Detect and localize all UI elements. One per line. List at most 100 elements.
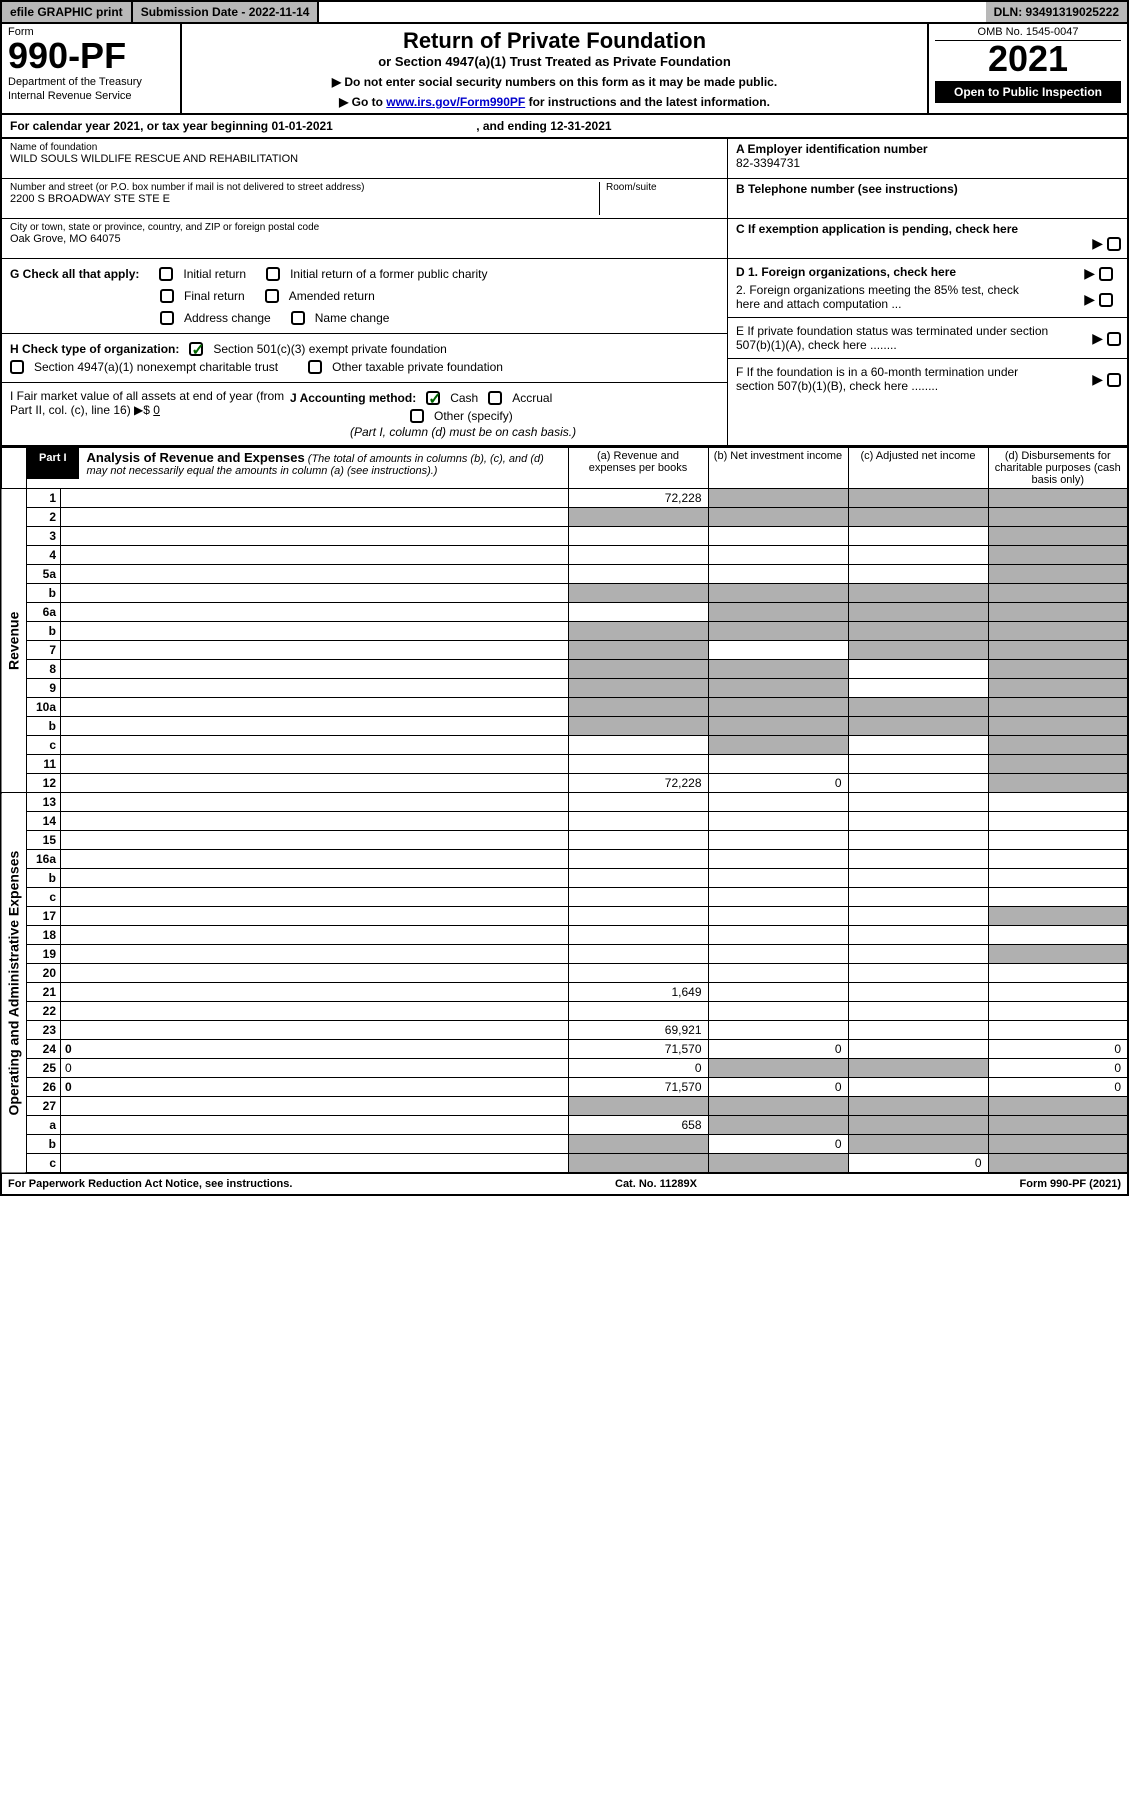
table-row: 22 (1, 1002, 1128, 1021)
row-number: 10a (27, 698, 61, 717)
row-number: 9 (27, 679, 61, 698)
table-row: 8 (1, 660, 1128, 679)
cell-c (848, 565, 988, 584)
cell-d (988, 888, 1128, 907)
cell-a (568, 869, 708, 888)
cell-c (848, 527, 988, 546)
row-description (61, 679, 569, 698)
checkbox-4947[interactable] (10, 360, 24, 374)
cell-c (848, 546, 988, 565)
checkbox-final[interactable] (160, 289, 174, 303)
section-e: E If private foundation status was termi… (728, 318, 1127, 359)
cell-b (708, 1097, 848, 1116)
checkbox-accrual[interactable] (488, 391, 502, 405)
cell-b: 0 (708, 1078, 848, 1097)
checkbox-e[interactable] (1107, 332, 1121, 346)
checkbox-other-acct[interactable] (410, 409, 424, 423)
cell-d (988, 907, 1128, 926)
row-number: 14 (27, 812, 61, 831)
cell-a (568, 1097, 708, 1116)
cell-d: 0 (988, 1040, 1128, 1059)
cell-c (848, 907, 988, 926)
a-label: A Employer identification number (736, 142, 1119, 156)
cell-d (988, 584, 1128, 603)
cell-c (848, 926, 988, 945)
cell-d (988, 831, 1128, 850)
cell-d: 0 (988, 1059, 1128, 1078)
cell-b (708, 622, 848, 641)
i-text: I Fair market value of all assets at end… (10, 389, 284, 417)
cell-d (988, 1002, 1128, 1021)
phone-cell: B Telephone number (see instructions) (728, 179, 1127, 219)
cell-a (568, 888, 708, 907)
row-number: b (27, 622, 61, 641)
table-row: 11 (1, 755, 1128, 774)
cell-a (568, 1154, 708, 1174)
j-cash: Cash (450, 391, 478, 405)
cell-a (568, 926, 708, 945)
row-number: 12 (27, 774, 61, 793)
row-description (61, 1002, 569, 1021)
ein-cell: A Employer identification number 82-3394… (728, 139, 1127, 179)
calendar-year-row: For calendar year 2021, or tax year begi… (0, 115, 1129, 139)
checkbox-d2[interactable] (1099, 293, 1113, 307)
cell-c (848, 641, 988, 660)
row-description (61, 622, 569, 641)
cell-d (988, 1021, 1128, 1040)
cell-c: 0 (848, 1154, 988, 1174)
checkbox-501c3[interactable] (189, 342, 203, 356)
cell-c (848, 869, 988, 888)
table-row: 9 (1, 679, 1128, 698)
checkbox-name[interactable] (291, 311, 305, 325)
row-number: 13 (27, 793, 61, 812)
row-number: 11 (27, 755, 61, 774)
checkbox-f[interactable] (1107, 373, 1121, 387)
cell-b (708, 1059, 848, 1078)
cell-c (848, 717, 988, 736)
d1-label: D 1. Foreign organizations, check here (736, 265, 956, 279)
part1-table: Part I Analysis of Revenue and Expenses … (0, 447, 1129, 1174)
checkbox-cash[interactable] (426, 391, 440, 405)
cell-c (848, 774, 988, 793)
cell-a (568, 527, 708, 546)
instruction-1: ▶ Do not enter social security numbers o… (192, 75, 917, 89)
table-row: 24071,57000 (1, 1040, 1128, 1059)
checkbox-initial-former[interactable] (266, 267, 280, 281)
checkbox-other-taxable[interactable] (308, 360, 322, 374)
cell-a (568, 1135, 708, 1154)
cell-a: 71,570 (568, 1040, 708, 1059)
checkbox-amended[interactable] (265, 289, 279, 303)
cell-b (708, 983, 848, 1002)
cell-d (988, 793, 1128, 812)
cell-a (568, 1002, 708, 1021)
cell-b (708, 1116, 848, 1135)
name-label: Name of foundation (10, 142, 719, 153)
cell-d (988, 964, 1128, 983)
row-description (61, 907, 569, 926)
row-description (61, 755, 569, 774)
checkbox-d1[interactable] (1099, 267, 1113, 281)
header-right: OMB No. 1545-0047 2021 Open to Public In… (927, 24, 1127, 113)
row-number: 3 (27, 527, 61, 546)
checkbox-address[interactable] (160, 311, 174, 325)
header-center: Return of Private Foundation or Section … (182, 24, 927, 113)
checkbox-initial[interactable] (159, 267, 173, 281)
checkbox-c[interactable] (1107, 237, 1121, 251)
cell-d (988, 869, 1128, 888)
cell-b: 0 (708, 1135, 848, 1154)
exemption-cell: C If exemption application is pending, c… (728, 219, 1127, 259)
cell-c (848, 1040, 988, 1059)
row-description (61, 812, 569, 831)
info-left: Name of foundation WILD SOULS WILDLIFE R… (2, 139, 727, 445)
row-description (61, 489, 569, 508)
arrow-icon: ▶ (1084, 265, 1095, 282)
arrow-icon: ▶ (1092, 371, 1103, 388)
row-number: c (27, 1154, 61, 1174)
dept-line2: Internal Revenue Service (8, 90, 174, 102)
cell-c (848, 945, 988, 964)
irs-link[interactable]: www.irs.gov/Form990PF (386, 95, 525, 109)
cell-b (708, 603, 848, 622)
section-i: I Fair market value of all assets at end… (10, 389, 290, 439)
cell-c (848, 831, 988, 850)
c-label: C If exemption application is pending, c… (736, 222, 1018, 236)
